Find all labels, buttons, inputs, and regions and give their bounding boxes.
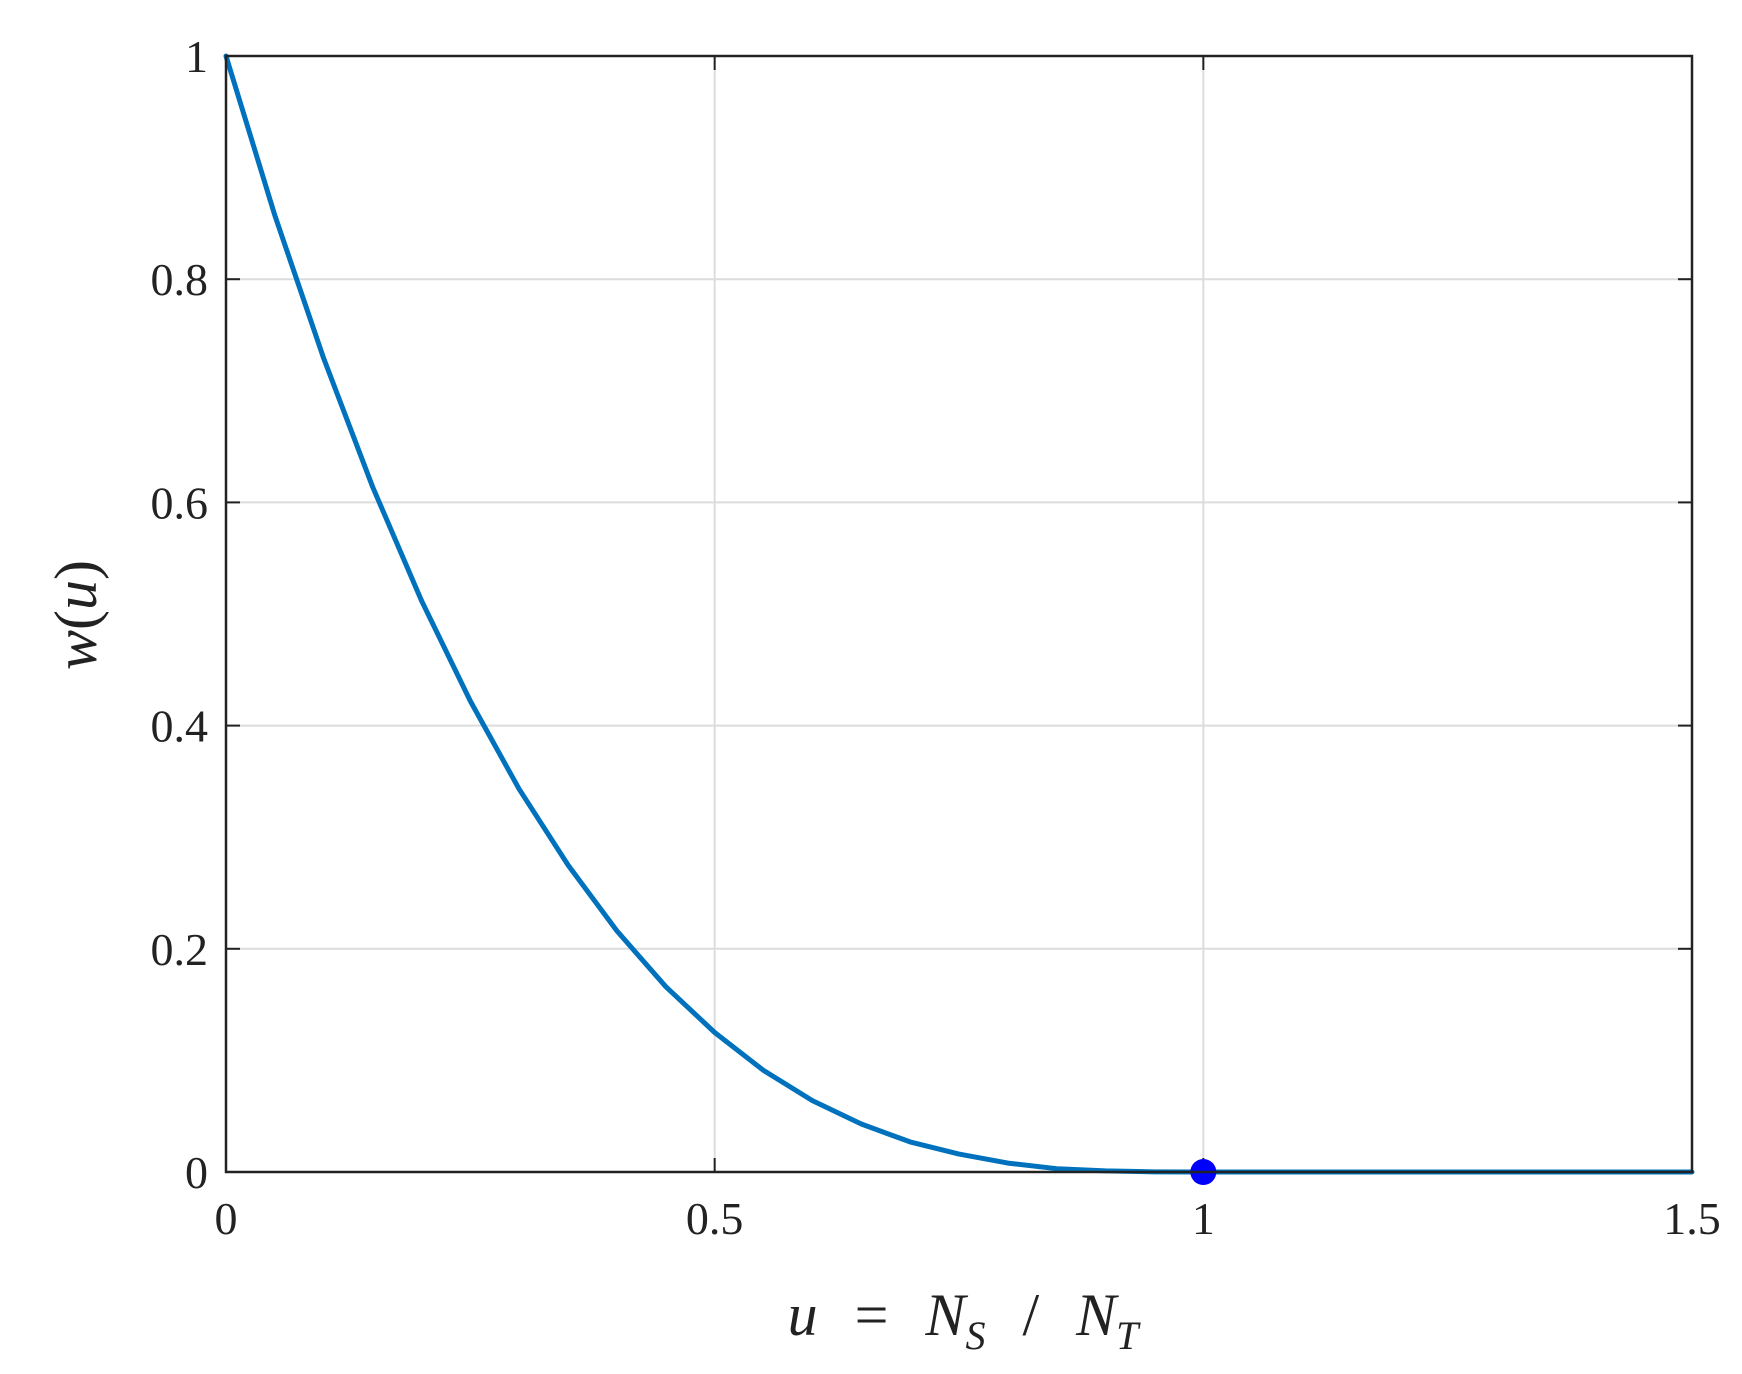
y-axis-label-func: w — [43, 630, 109, 670]
y-tick-labels: 0 0.2 0.4 0.6 0.8 1 — [151, 31, 209, 1198]
grid-layer — [226, 56, 1692, 1172]
x-tick-label: 0.5 — [686, 1193, 744, 1244]
y-axis-label-close: ) — [43, 560, 109, 580]
series-line — [223, 53, 1695, 1175]
tick-layer — [225, 55, 1693, 1173]
x-axis-label: u = NS / NT — [788, 1282, 1142, 1362]
x-axis-label-num-base: N — [924, 1282, 968, 1348]
y-tick-label: 0.2 — [151, 924, 209, 975]
x-tick-label: 1 — [1192, 1193, 1215, 1244]
y-tick-label: 0.8 — [151, 254, 209, 305]
series-layer — [223, 53, 1695, 1175]
x-tick-label: 1.5 — [1663, 1193, 1721, 1244]
x-axis-label-eq: = — [855, 1282, 889, 1348]
y-axis-label: w(u) — [43, 560, 109, 670]
y-tick-label: 0 — [185, 1147, 208, 1198]
y-tick-label: 1 — [185, 31, 208, 82]
x-axis-label-num-sub: S — [965, 1313, 985, 1358]
x-axis-label-den-sub: T — [1116, 1313, 1141, 1358]
x-tick-label: 0 — [215, 1193, 238, 1244]
x-axis-label-var: u — [788, 1282, 818, 1348]
x-tick-labels: 0 0.5 1 1.5 — [215, 1193, 1721, 1244]
y-tick-label: 0.6 — [151, 477, 209, 528]
x-axis-label-slash: / — [1022, 1282, 1039, 1348]
axes-box — [224, 54, 1694, 1174]
y-axis-label-var: u — [43, 580, 109, 610]
x-axis-label-den-base: N — [1075, 1282, 1119, 1348]
y-axis-label-open: ( — [43, 610, 109, 630]
y-tick-label: 0.4 — [151, 701, 209, 752]
